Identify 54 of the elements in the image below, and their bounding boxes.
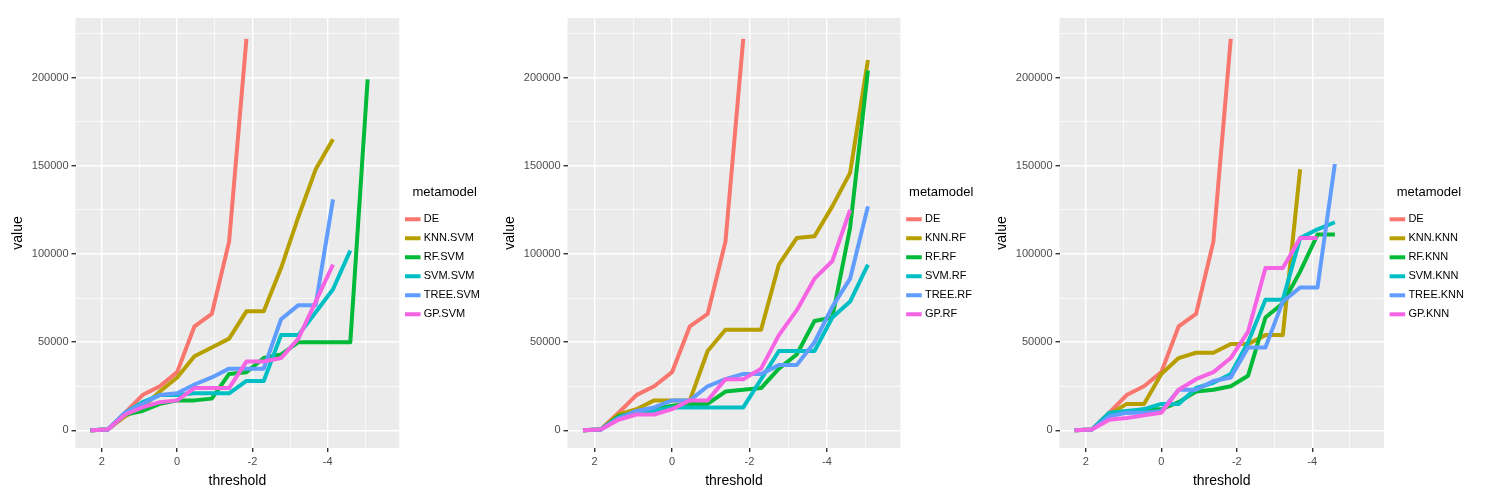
legend-title: metamodel [1396, 184, 1462, 200]
legend-label: GP.KNN [1408, 307, 1450, 320]
legend-label: DE [924, 212, 941, 225]
x-axis-title: threshold [705, 472, 763, 489]
x-tick-label: 0 [668, 454, 676, 467]
legend-title: metamodel [412, 184, 477, 200]
legend-label: TREE.SVM [423, 288, 480, 301]
legend-label: RF.KNN [1408, 250, 1449, 263]
legend-label: DE [423, 212, 440, 225]
legend-label: GP.SVM [423, 307, 466, 320]
x-axis-title: threshold [208, 472, 267, 489]
legend-label: SVM.SVM [423, 269, 475, 282]
legend-label: KNN.SVM [423, 231, 474, 244]
x-tick-label: -2 [247, 454, 258, 467]
legend-label: KNN.RF [924, 231, 967, 244]
y-tick-label: 200000 [31, 70, 69, 83]
y-tick-label: 200000 [1015, 70, 1053, 83]
y-tick-label: 200000 [523, 70, 561, 83]
legend-label: TREE.KNN [1408, 288, 1465, 301]
y-tick-label: 100000 [31, 247, 69, 260]
x-tick-label: -4 [1307, 454, 1318, 467]
x-tick-label: -4 [822, 454, 832, 467]
x-tick-label: 2 [591, 454, 598, 467]
legend-label: KNN.KNN [1408, 231, 1458, 244]
x-tick-label: -2 [744, 454, 755, 467]
legend-label: SVM.KNN [1408, 269, 1459, 282]
y-tick-label: 100000 [523, 247, 561, 260]
y-tick-label: 0 [62, 423, 69, 436]
x-tick-label: 0 [1158, 454, 1165, 467]
legend-label: SVM.RF [924, 269, 967, 282]
y-axis-title: value [501, 216, 518, 250]
y-tick-label: 150000 [31, 158, 69, 171]
legend-label: TREE.RF [924, 288, 973, 301]
x-axis-title: threshold [1192, 472, 1251, 489]
y-axis-title: value [993, 216, 1010, 250]
y-tick-label: 50000 [37, 335, 69, 348]
y-tick-label: 50000 [1021, 335, 1053, 348]
y-tick-label: 100000 [1015, 247, 1053, 260]
y-tick-label: 150000 [523, 158, 561, 171]
x-tick-label: 2 [1082, 454, 1089, 467]
x-tick-label: -2 [1231, 454, 1242, 467]
y-axis-title: value [9, 216, 26, 250]
legend-label: RF.RF [924, 250, 957, 263]
x-tick-label: 2 [98, 454, 105, 467]
y-tick-label: 150000 [1015, 158, 1053, 171]
legend-label: DE [1408, 212, 1424, 225]
legend-label: GP.RF [924, 307, 958, 320]
y-tick-label: 0 [1046, 423, 1053, 436]
x-tick-label: -4 [322, 454, 333, 467]
y-tick-label: 50000 [529, 335, 561, 348]
y-tick-label: 0 [554, 423, 561, 436]
legend-label: RF.SVM [423, 250, 465, 263]
x-tick-label: 0 [174, 454, 181, 467]
legend-title: metamodel [909, 184, 974, 200]
